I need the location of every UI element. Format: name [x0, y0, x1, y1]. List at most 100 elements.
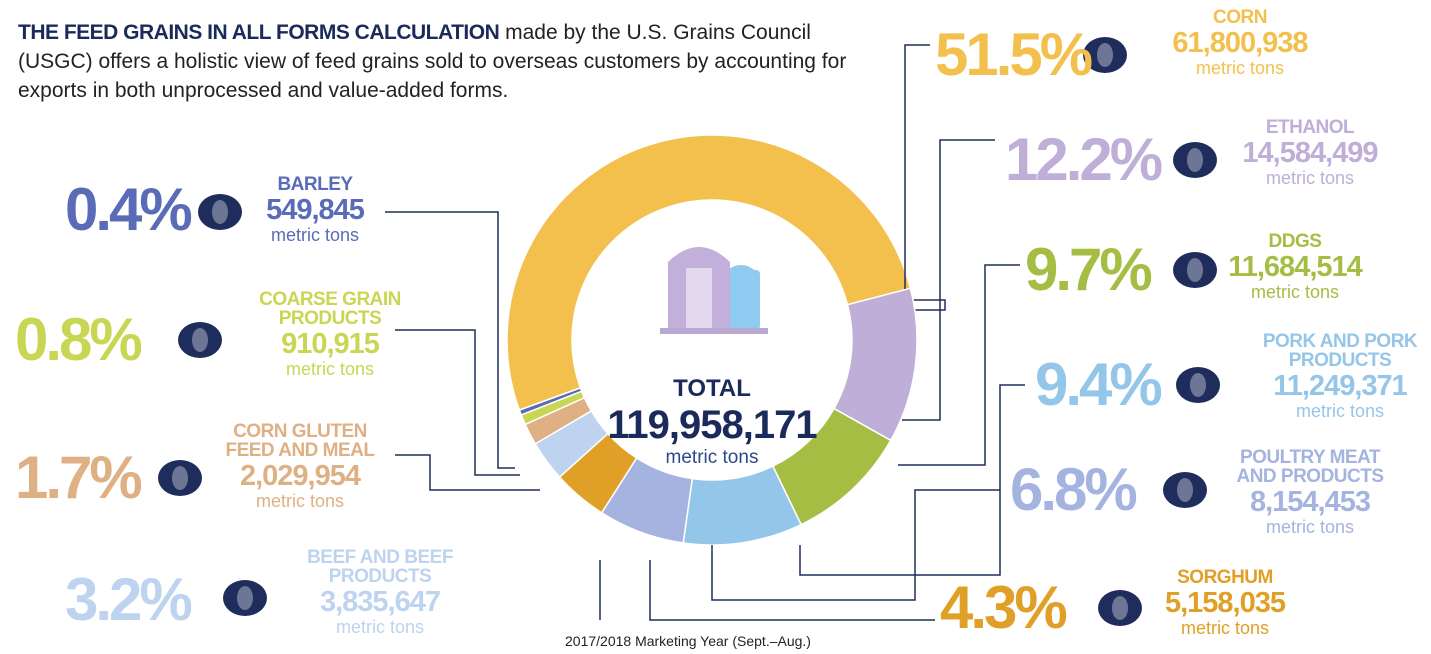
- unit-label: metric tons: [1265, 168, 1355, 188]
- leader-line: [649, 560, 935, 621]
- category-name: ETHANOL: [1265, 117, 1355, 138]
- percent-label: 9.4%: [1035, 351, 1163, 418]
- unit-label: metric tons: [335, 617, 425, 637]
- unit-label: metric tons: [1180, 618, 1270, 638]
- icon: [1163, 472, 1207, 508]
- leader-line: [395, 454, 540, 491]
- unit-label: metric tons: [1250, 282, 1340, 302]
- amount-label: 11,249,371: [1273, 370, 1408, 402]
- icon-shape: [1173, 252, 1217, 288]
- unit-label: metric tons: [1295, 401, 1385, 421]
- category-block: BEEF AND BEEF PRODUCTS 3,835,647 metric to…: [290, 548, 470, 636]
- leader-line: [385, 211, 515, 469]
- category-name: BEEF AND BEEF PRODUCTS: [307, 547, 453, 587]
- unit-label: metric tons: [1195, 58, 1285, 78]
- percent-label: 0.4%: [65, 176, 193, 243]
- icon: [1173, 252, 1217, 288]
- icon: [1098, 590, 1142, 626]
- category-name: BARLEY: [277, 174, 353, 195]
- icon-shape: [178, 322, 222, 358]
- icon-detail: [1112, 596, 1128, 620]
- header-bold: THE FEED GRAINS IN ALL FORMS CALCULATION: [18, 21, 500, 44]
- amount-label: 14,584,499: [1242, 137, 1378, 169]
- total-value: 119,958,171: [607, 403, 817, 447]
- icon-shape: [1173, 142, 1217, 178]
- unit-label: metric tons: [255, 491, 345, 511]
- footer: 2017/2018 Marketing Year (Sept.–Aug.): [565, 633, 811, 649]
- category-name: PORK AND PORK PRODUCTS: [1262, 331, 1418, 371]
- amount-label: 8,154,453: [1249, 486, 1371, 518]
- category-name: DDGS: [1268, 231, 1322, 252]
- icon-detail: [1097, 43, 1113, 67]
- category-name: COARSE GRAIN PRODUCTS: [259, 289, 401, 329]
- icon: [178, 322, 222, 358]
- category-block: ETHANOL 14,584,499 metric tons: [1215, 118, 1405, 187]
- percent-label: 6.8%: [1010, 456, 1138, 523]
- category-block: DDGS 11,684,514 metric tons: [1205, 232, 1385, 301]
- amount-label: 2,029,954: [239, 460, 361, 492]
- icon-detail: [1177, 478, 1193, 502]
- percent-label: 9.7%: [1025, 236, 1153, 303]
- slice: [506, 134, 912, 412]
- icon-shape: [1163, 472, 1207, 508]
- category-name: CORN: [1213, 7, 1267, 28]
- category-block: BARLEY 549,845 metric tons: [245, 175, 385, 244]
- percent-label: 1.7%: [15, 444, 143, 511]
- slice: [518, 386, 583, 416]
- icon-detail: [1190, 373, 1206, 397]
- total-label: TOTAL: [673, 375, 751, 402]
- amount-label: 5,158,035: [1164, 587, 1286, 619]
- category-block: COARSE GRAIN PRODUCTS 910,915 metric tons: [250, 290, 410, 378]
- category-name: SORGHUM: [1177, 567, 1273, 588]
- total: TOTAL 119,958,171 metric tons: [582, 375, 842, 469]
- icon-shape: [223, 580, 267, 616]
- total-unit: metric tons: [665, 447, 759, 468]
- amount-label: 549,845: [266, 194, 365, 226]
- unit-label: metric tons: [270, 225, 360, 245]
- leader-line: [799, 384, 1025, 576]
- percent-label: 0.8%: [15, 306, 143, 373]
- category-block: POULTRY MEAT AND PRODUCTS 8,154,453 metric…: [1225, 448, 1395, 536]
- icon-shape: [198, 194, 242, 230]
- unit-label: metric tons: [285, 359, 375, 379]
- icon-shape: [1083, 37, 1127, 73]
- category-name: CORN GLUTEN FEED AND MEAL: [225, 421, 375, 461]
- icon: [198, 194, 242, 230]
- leader-line: [395, 329, 520, 476]
- category-block: CORN 61,800,938 metric tons: [1145, 8, 1335, 77]
- leader-line: [902, 139, 995, 421]
- icon-detail: [212, 200, 228, 224]
- icon: [158, 460, 202, 496]
- percent-label: 12.2%: [1005, 126, 1163, 193]
- unit-label: metric tons: [1265, 517, 1355, 537]
- silo-icon: [660, 247, 768, 334]
- icon-shape: [1176, 367, 1220, 403]
- icon-detail: [172, 466, 188, 490]
- icon-shape: [158, 460, 202, 496]
- icon: [1083, 37, 1127, 73]
- header-text: made by the U.S. Grains Council (USGC) o…: [18, 21, 847, 102]
- percent-label: 4.3%: [940, 574, 1068, 641]
- leader-line: [711, 489, 1000, 601]
- icon-detail: [192, 328, 208, 352]
- category-block: PORK AND PORK PRODUCTS 11,249,371 metric t…: [1255, 332, 1425, 420]
- category-name: POULTRY MEAT AND PRODUCTS: [1236, 447, 1384, 487]
- amount-label: 910,915: [281, 328, 380, 360]
- leader-line: [898, 264, 1020, 466]
- amount-label: 11,684,514: [1228, 251, 1363, 283]
- percent-label: 3.2%: [65, 566, 193, 633]
- amount-label: 3,835,647: [319, 586, 441, 618]
- header: THE FEED GRAINS IN ALL FORMS CALCULATION…: [18, 18, 858, 105]
- icon-detail: [1187, 148, 1203, 172]
- icon-detail: [237, 586, 253, 610]
- category-block: CORN GLUTEN FEED AND MEAL 2,029,954 metric…: [215, 422, 385, 510]
- icon-detail: [1187, 258, 1203, 282]
- percent-label: 51.5%: [935, 21, 1093, 88]
- icon: [1173, 142, 1217, 178]
- icon: [223, 580, 267, 616]
- amount-label: 61,800,938: [1172, 27, 1308, 59]
- icon-shape: [1098, 590, 1142, 626]
- icon: [1176, 367, 1220, 403]
